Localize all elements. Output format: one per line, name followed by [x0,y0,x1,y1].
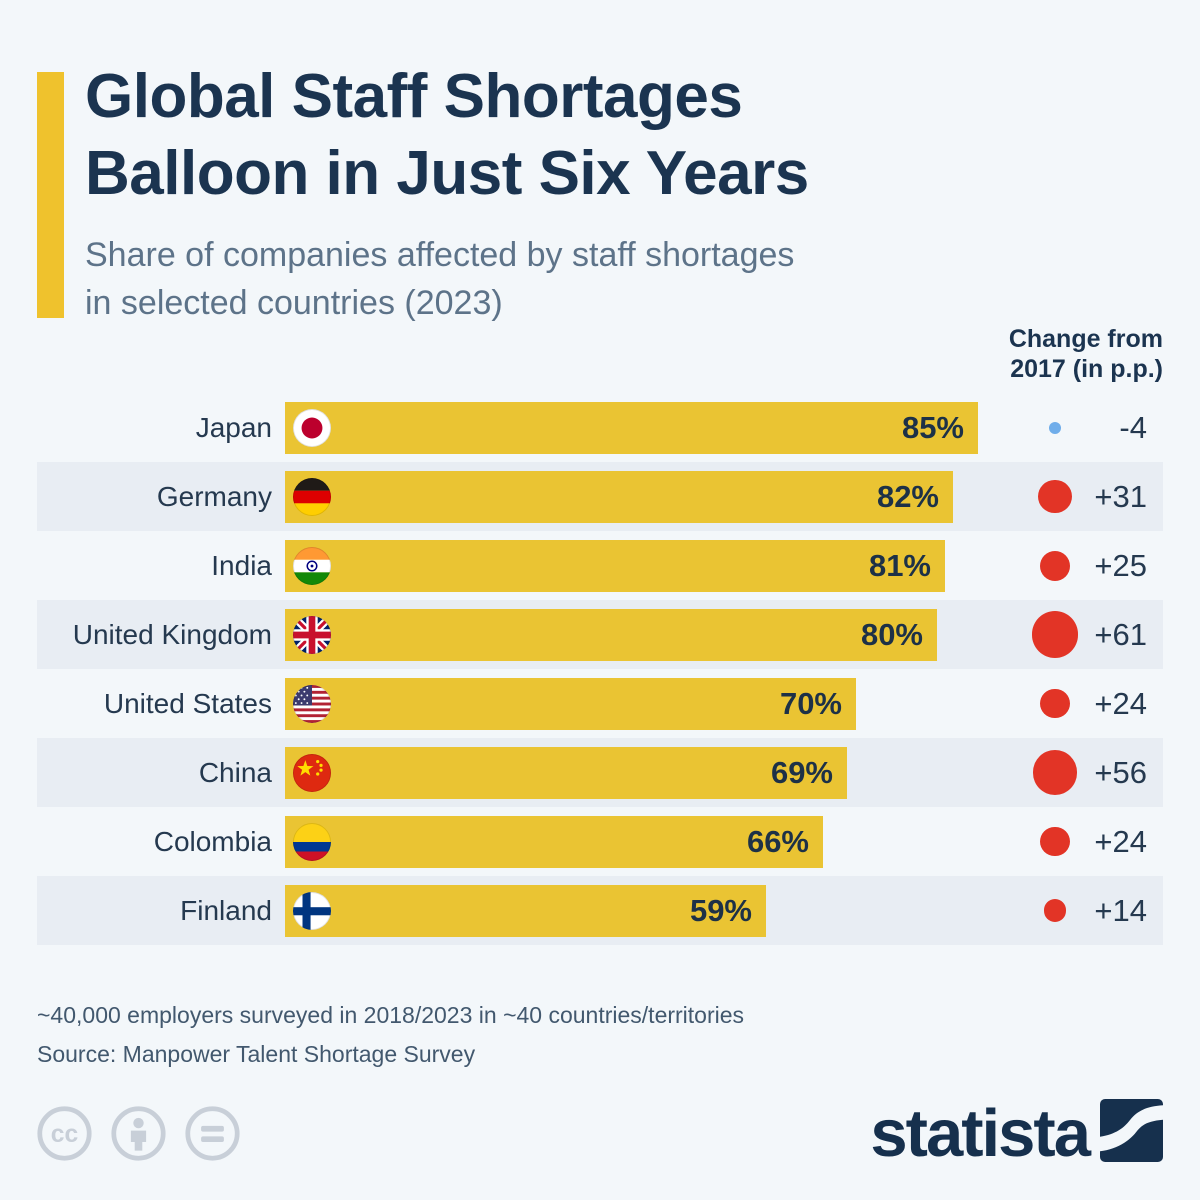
statista-wordmark: statista [870,1095,1091,1171]
value-bar: 81% [285,540,945,592]
change-label: +24 [1094,686,1147,721]
statista-swoosh-icon [1100,1099,1163,1167]
change-dot [1049,421,1061,434]
value-bar: 70% [285,678,856,730]
value-bar: 85% [285,402,978,454]
subtitle-line-1: Share of companies affected by staff sho… [85,236,795,274]
footnote: ~40,000 employers surveyed in 2018/2023 … [37,1002,745,1028]
page-title: Global Staff Shortages Balloon in Just S… [85,58,809,212]
cc-icon: cc [36,1105,93,1162]
country-label: United Kingdom [72,619,272,650]
value-bar: 80% [285,609,937,661]
chart-row: Finland 59% +14 [37,876,1163,945]
value-bar: 59% [285,885,766,937]
flag-china-icon [293,754,331,792]
change-label: +56 [1094,755,1147,790]
flag-united-states-icon [293,685,331,723]
title-line-1: Global Staff Shortages [85,62,743,131]
title-line-2: Balloon in Just Six Years [85,139,809,208]
change-dot [1031,611,1079,658]
license-icons: cc [36,1105,241,1162]
chart-row: India 81% +25 [37,531,1163,600]
change-label: +61 [1094,617,1147,652]
value-label: 59% [689,893,752,928]
title-accent-bar [37,72,64,318]
country-label: Germany [156,481,272,512]
value-bar: 66% [285,816,823,868]
flag-germany-icon [293,478,331,516]
bar-chart: Japan 85% -4 Germany 82% +31 India 81% [37,393,1163,945]
source-line: Source: Manpower Talent Shortage Survey [37,1041,476,1067]
change-dot [1040,826,1070,857]
value-bar: 82% [285,471,953,523]
flag-finland-icon [293,892,331,930]
country-label: China [198,757,272,788]
change-label: +25 [1094,548,1147,583]
country-label: Colombia [153,826,272,857]
chart-row: China 69% +56 [37,738,1163,807]
page-subtitle: Share of companies affected by staff sho… [85,231,794,327]
flag-colombia-icon [293,823,331,861]
flag-japan-icon [293,409,331,447]
value-label: 66% [746,824,809,859]
statista-logo: statista [870,1099,1163,1167]
change-label: +31 [1094,479,1147,514]
chart-row: Japan 85% -4 [37,393,1163,462]
change-dot [1040,550,1070,581]
change-column-header: Change from 2017 (in p.p.) [1009,324,1163,384]
value-label: 85% [901,410,964,445]
chart-row: United States 70% +24 [37,669,1163,738]
value-label: 70% [779,686,842,721]
subtitle-line-2: in selected countries (2023) [85,284,503,322]
value-label: 82% [876,479,939,514]
country-label: Finland [180,895,272,926]
chart-row: Germany 82% +31 [37,462,1163,531]
chart-row: Colombia 66% +24 [37,807,1163,876]
change-label: +14 [1094,893,1147,928]
value-label: 69% [770,755,833,790]
country-label: United States [103,688,272,719]
change-dot [1032,750,1078,795]
change-dot [1038,479,1072,514]
flag-united-kingdom-icon [293,616,331,654]
value-bar: 69% [285,747,847,799]
change-header-line-1: Change from [1008,325,1163,353]
country-label: India [211,550,272,581]
country-label: Japan [195,412,272,443]
value-label: 80% [860,617,923,652]
change-dot [1040,688,1070,719]
cc-nd-icon [184,1105,241,1162]
value-label: 81% [868,548,931,583]
change-header-line-2: 2017 (in p.p.) [1010,355,1163,383]
cc-by-icon [110,1105,167,1162]
change-dot [1043,899,1067,922]
change-label: -4 [1119,410,1147,445]
change-label: +24 [1094,824,1147,859]
flag-india-icon [293,547,331,585]
svg-text:cc: cc [51,1121,78,1148]
chart-row: United Kingdom 80% +61 [37,600,1163,669]
